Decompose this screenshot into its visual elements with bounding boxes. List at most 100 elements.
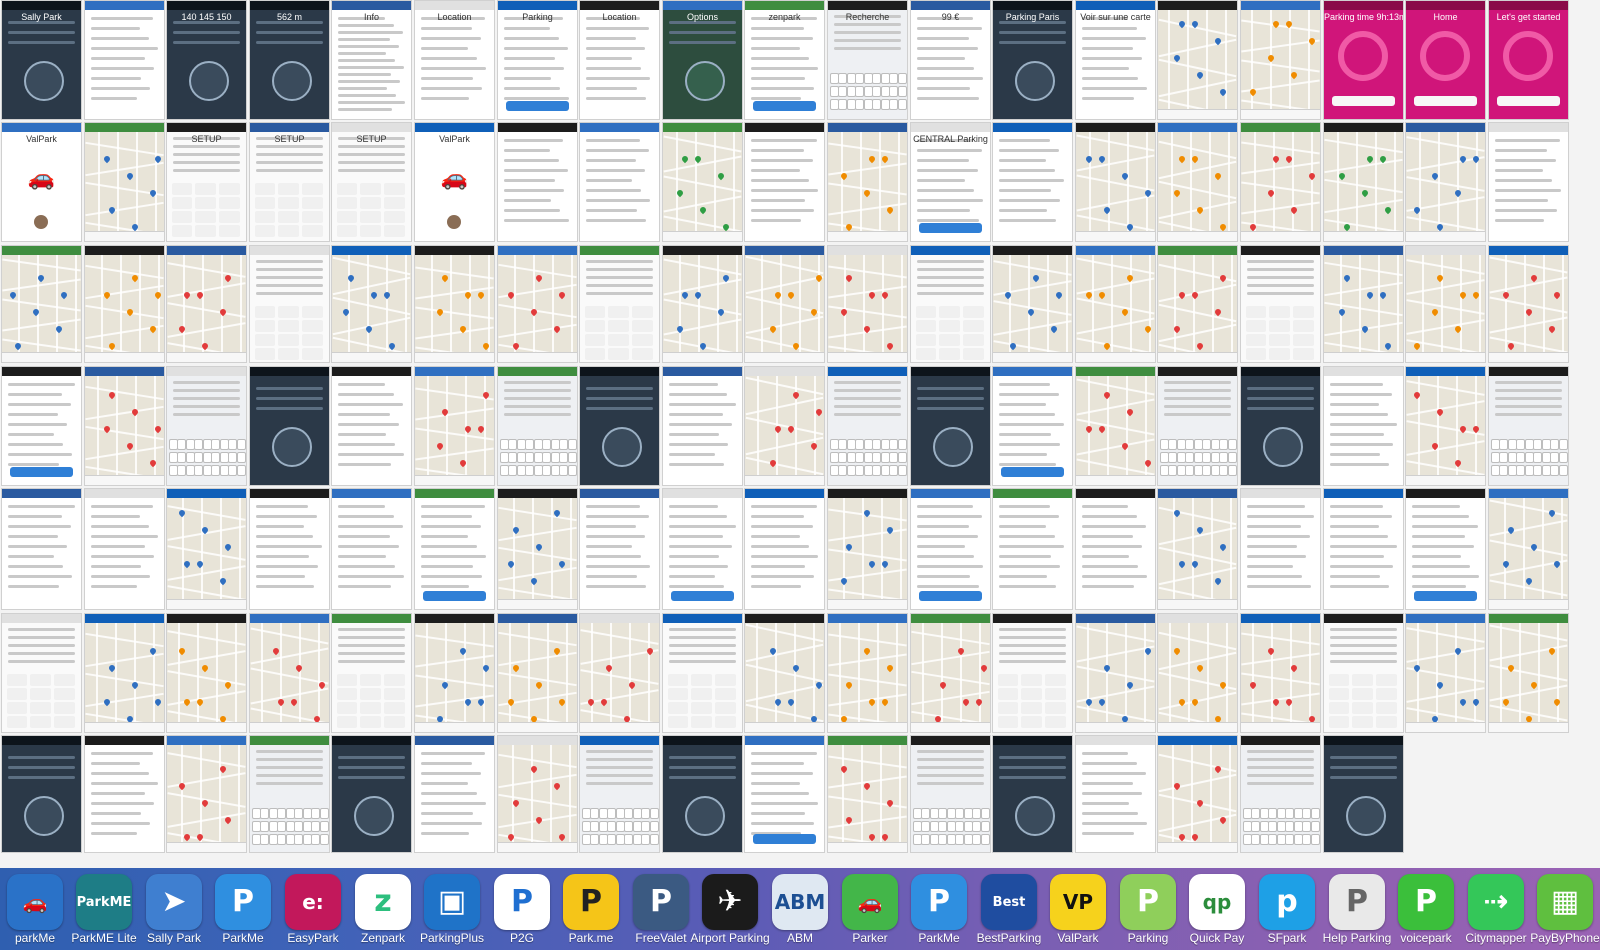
- app-screenshot-map-pins: [662, 122, 743, 242]
- app-icon[interactable]: ABM: [772, 874, 828, 930]
- app-icon[interactable]: P: [1398, 874, 1454, 930]
- app-icon[interactable]: ParkME: [76, 874, 132, 930]
- app-screenshot-map-green-pins-3: [1323, 122, 1404, 242]
- app-icon[interactable]: P: [633, 874, 689, 930]
- app-icon[interactable]: P: [215, 874, 271, 930]
- app-easypark[interactable]: e: EasyPark: [278, 868, 348, 950]
- app-icon[interactable]: e:: [285, 874, 341, 930]
- app-screenshot-screen-58: [84, 366, 165, 486]
- screenshot-caption: Voir sur une carte: [1080, 12, 1151, 22]
- app-screenshot-screen-82: [497, 488, 578, 610]
- app-screenshot-garage-list: [579, 122, 660, 242]
- app-freevalet[interactable]: P FreeValet: [626, 868, 696, 950]
- app-screenshot-screen-76: [1, 488, 82, 610]
- app-glyph-icon: 🚗: [857, 890, 883, 914]
- app-screenshot-screen-116: [166, 735, 247, 853]
- app-screenshot-parking-timer: Parking time 9h:13m: [1323, 0, 1404, 120]
- app-screenshot-reservation-dialog: [497, 122, 578, 242]
- app-screenshot-search-results: [744, 122, 825, 242]
- app-airport-parking[interactable]: ✈ Airport Parking: [690, 868, 770, 950]
- app-icon[interactable]: P: [563, 874, 619, 930]
- app-glyph-icon: P: [928, 884, 950, 919]
- app-screenshot-screen-65: [662, 366, 743, 486]
- screenshot-caption: Home: [1433, 12, 1458, 22]
- app-label: FreeValet: [635, 931, 687, 945]
- app-screenshot-screen-38: [1, 245, 82, 363]
- app-icon[interactable]: ➤: [146, 874, 202, 930]
- app-parkme[interactable]: P ParkMe: [904, 868, 974, 950]
- app-icon[interactable]: P: [1329, 874, 1385, 930]
- app-paybyphone[interactable]: ▦ PayByPhone: [1530, 868, 1600, 950]
- app-screenshot-location-menu: Location: [579, 0, 660, 120]
- app-screenshot-side-menu: Home: [1405, 0, 1486, 120]
- app-icon[interactable]: VP: [1050, 874, 1106, 930]
- app-screenshot-distance-display: 562 m: [249, 0, 330, 120]
- app-glyph-icon: ➤: [161, 884, 187, 919]
- app-glyph-icon: p: [1276, 884, 1298, 919]
- app-screenshot-setup-keypad-3: SETUP: [331, 122, 412, 242]
- app-glyph-icon: ✈: [717, 884, 743, 919]
- app-label: SFpark: [1267, 931, 1307, 945]
- app-label: PayByPhone: [1530, 931, 1600, 945]
- app-zenpark[interactable]: z Zenpark: [348, 868, 418, 950]
- screenshot-caption: Parking time 9h:13m: [1324, 12, 1403, 22]
- screenshot-caption: Parking Paris: [1005, 12, 1060, 22]
- app-parking[interactable]: P Parking: [1113, 868, 1183, 950]
- app-sally-park[interactable]: ➤ Sally Park: [139, 868, 209, 950]
- app-screenshot-parking-meter-gauge: 140 145 150: [166, 0, 247, 120]
- app-screenshot-save-spot-dialog: Sally Park: [1, 0, 82, 120]
- app-screenshot-screen-119: [414, 735, 495, 853]
- app-parkme-lite[interactable]: ParkME ParkME Lite: [69, 868, 139, 950]
- app-label: Help Parking: [1322, 931, 1392, 945]
- app-glyph-icon: P: [580, 884, 602, 919]
- app-screenshot-share-sheet: [827, 122, 908, 242]
- app-icon[interactable]: ⇢: [1468, 874, 1524, 930]
- app-icon[interactable]: ▣: [424, 874, 480, 930]
- app-icon[interactable]: 🚗: [842, 874, 898, 930]
- app-icon[interactable]: qp: [1189, 874, 1245, 930]
- app-abm[interactable]: ABM ABM: [765, 868, 835, 950]
- app-screenshot-screen-83: [579, 488, 660, 610]
- screenshot-caption: ValPark: [439, 134, 470, 144]
- app-screenshot-zenpark-list: zenpark: [744, 0, 825, 120]
- app-icon[interactable]: ▦: [1537, 874, 1593, 930]
- app-icon[interactable]: Best: [981, 874, 1037, 930]
- app-icon[interactable]: z: [355, 874, 411, 930]
- app-icon[interactable]: 🚗: [7, 874, 63, 930]
- app-label: ParkingPlus: [419, 931, 485, 945]
- app-icon[interactable]: P: [494, 874, 550, 930]
- app-screenshot-screen-48: [827, 245, 908, 363]
- app-p2g[interactable]: P P2G: [487, 868, 557, 950]
- app-screenshot-screen-99: [331, 613, 412, 733]
- app-icon[interactable]: P: [1120, 874, 1176, 930]
- app-icon[interactable]: ✈: [702, 874, 758, 930]
- app-label: Sally Park: [146, 931, 202, 945]
- app-screenshot-screen-109: [1157, 613, 1238, 733]
- app-help-parking[interactable]: P Help Parking: [1322, 868, 1392, 950]
- app-screenshot-screen-79: [249, 488, 330, 610]
- app-screenshot-screen-102: [579, 613, 660, 733]
- app-glyph-icon: ▦: [1550, 884, 1580, 919]
- app-park-me[interactable]: P Park.me: [556, 868, 626, 950]
- app-valpark[interactable]: VP ValPark: [1043, 868, 1113, 950]
- app-label: Citymapper: [1465, 931, 1527, 945]
- app-parkme[interactable]: P ParkMe: [208, 868, 278, 950]
- app-sfpark[interactable]: p SFpark: [1252, 868, 1322, 950]
- app-icon[interactable]: P: [911, 874, 967, 930]
- app-screenshot-screen-125: [910, 735, 991, 853]
- app-screenshot-screen-92: [1323, 488, 1404, 610]
- app-parkingplus[interactable]: ▣ ParkingPlus: [417, 868, 487, 950]
- app-parker[interactable]: 🚗 Parker: [835, 868, 905, 950]
- app-glyph-icon: ⇢: [1483, 884, 1509, 919]
- app-screenshot-screen-60: [249, 366, 330, 486]
- app-bestparking[interactable]: Best BestParking: [974, 868, 1044, 950]
- app-quick-pay[interactable]: qp Quick Pay: [1182, 868, 1252, 950]
- app-screenshot-screen-47: [744, 245, 825, 363]
- app-glyph-icon: ABM: [774, 890, 826, 914]
- app-glyph-icon: qp: [1202, 890, 1232, 914]
- app-screenshot-screen-126: [992, 735, 1073, 853]
- app-parkme[interactable]: 🚗 parkMe: [0, 868, 70, 950]
- app-citymapper[interactable]: ⇢ Citymapper: [1461, 868, 1531, 950]
- app-icon[interactable]: p: [1259, 874, 1315, 930]
